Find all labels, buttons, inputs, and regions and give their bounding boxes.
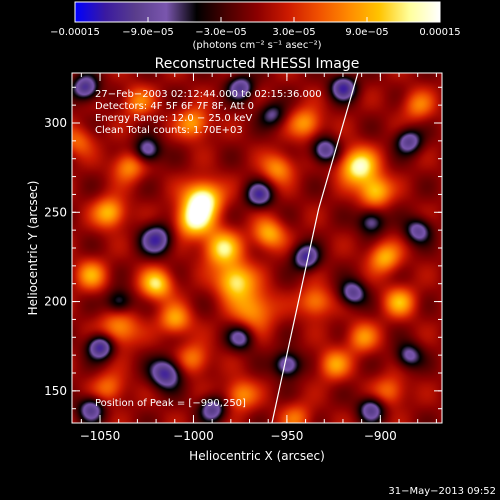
y-axis-label: Heliocentric Y (arcsec) xyxy=(26,181,40,316)
footer-timestamp: 31−May−2013 09:52 xyxy=(388,486,496,497)
x-tick-label: −950 xyxy=(270,429,303,443)
x-axis-label: Heliocentric X (arcsec) xyxy=(189,449,325,463)
colorbar-label: (photons cm⁻² s⁻¹ asec⁻²) xyxy=(192,40,321,51)
colorbar-ticks: −0.00015 −9.0e−05 −3.0e−05 3.0e−05 9.0e−05 0.… xyxy=(50,17,461,38)
limb-line xyxy=(271,73,359,423)
plot-area: −1050 −1000 −950 −900 150 200 250 300 xyxy=(44,72,443,443)
y-tick-label: 250 xyxy=(44,205,67,219)
info-line: Detectors: 4F 5F 6F 7F 8F, Att 0 xyxy=(95,101,254,112)
info-line: Clean Total counts: 1.70E+03 xyxy=(95,125,243,136)
observation-info: 27−Feb−2003 02:12:44.000 to 02:15:36.000… xyxy=(95,89,322,136)
heatmap-image xyxy=(72,73,442,423)
colorbar-tick-label: 0.00015 xyxy=(419,27,460,38)
y-tick-label: 300 xyxy=(44,116,67,130)
x-tick-label: −900 xyxy=(364,429,397,443)
colorbar-tick-label: 3.0e−05 xyxy=(272,27,315,38)
peak-position-label: Position of Peak = [−990,250] xyxy=(95,398,246,409)
colorbar-tick-label: −9.0e−05 xyxy=(122,27,174,38)
colorbar-tick-label: 9.0e−05 xyxy=(345,27,388,38)
colorbar-bar xyxy=(74,1,441,23)
colorbar: −0.00015 −9.0e−05 −3.0e−05 3.0e−05 9.0e−05 0.… xyxy=(50,1,461,51)
heatmap-container xyxy=(72,73,442,423)
colorbar-tick-label: −0.00015 xyxy=(50,27,100,38)
x-tick-label: −1050 xyxy=(80,429,121,443)
axis-ticks: −1050 −1000 −950 −900 150 200 250 300 xyxy=(44,73,442,443)
x-tick-label: −1000 xyxy=(173,429,214,443)
y-tick-label: 150 xyxy=(44,384,67,398)
y-tick-label: 200 xyxy=(44,295,67,309)
info-line: Energy Range: 12.0 − 25.0 keV xyxy=(95,113,252,124)
colorbar-tick-label: −3.0e−05 xyxy=(195,27,247,38)
info-line: 27−Feb−2003 02:12:44.000 to 02:15:36.000 xyxy=(95,89,322,100)
chart-title: Reconstructed RHESSI Image xyxy=(155,56,360,72)
